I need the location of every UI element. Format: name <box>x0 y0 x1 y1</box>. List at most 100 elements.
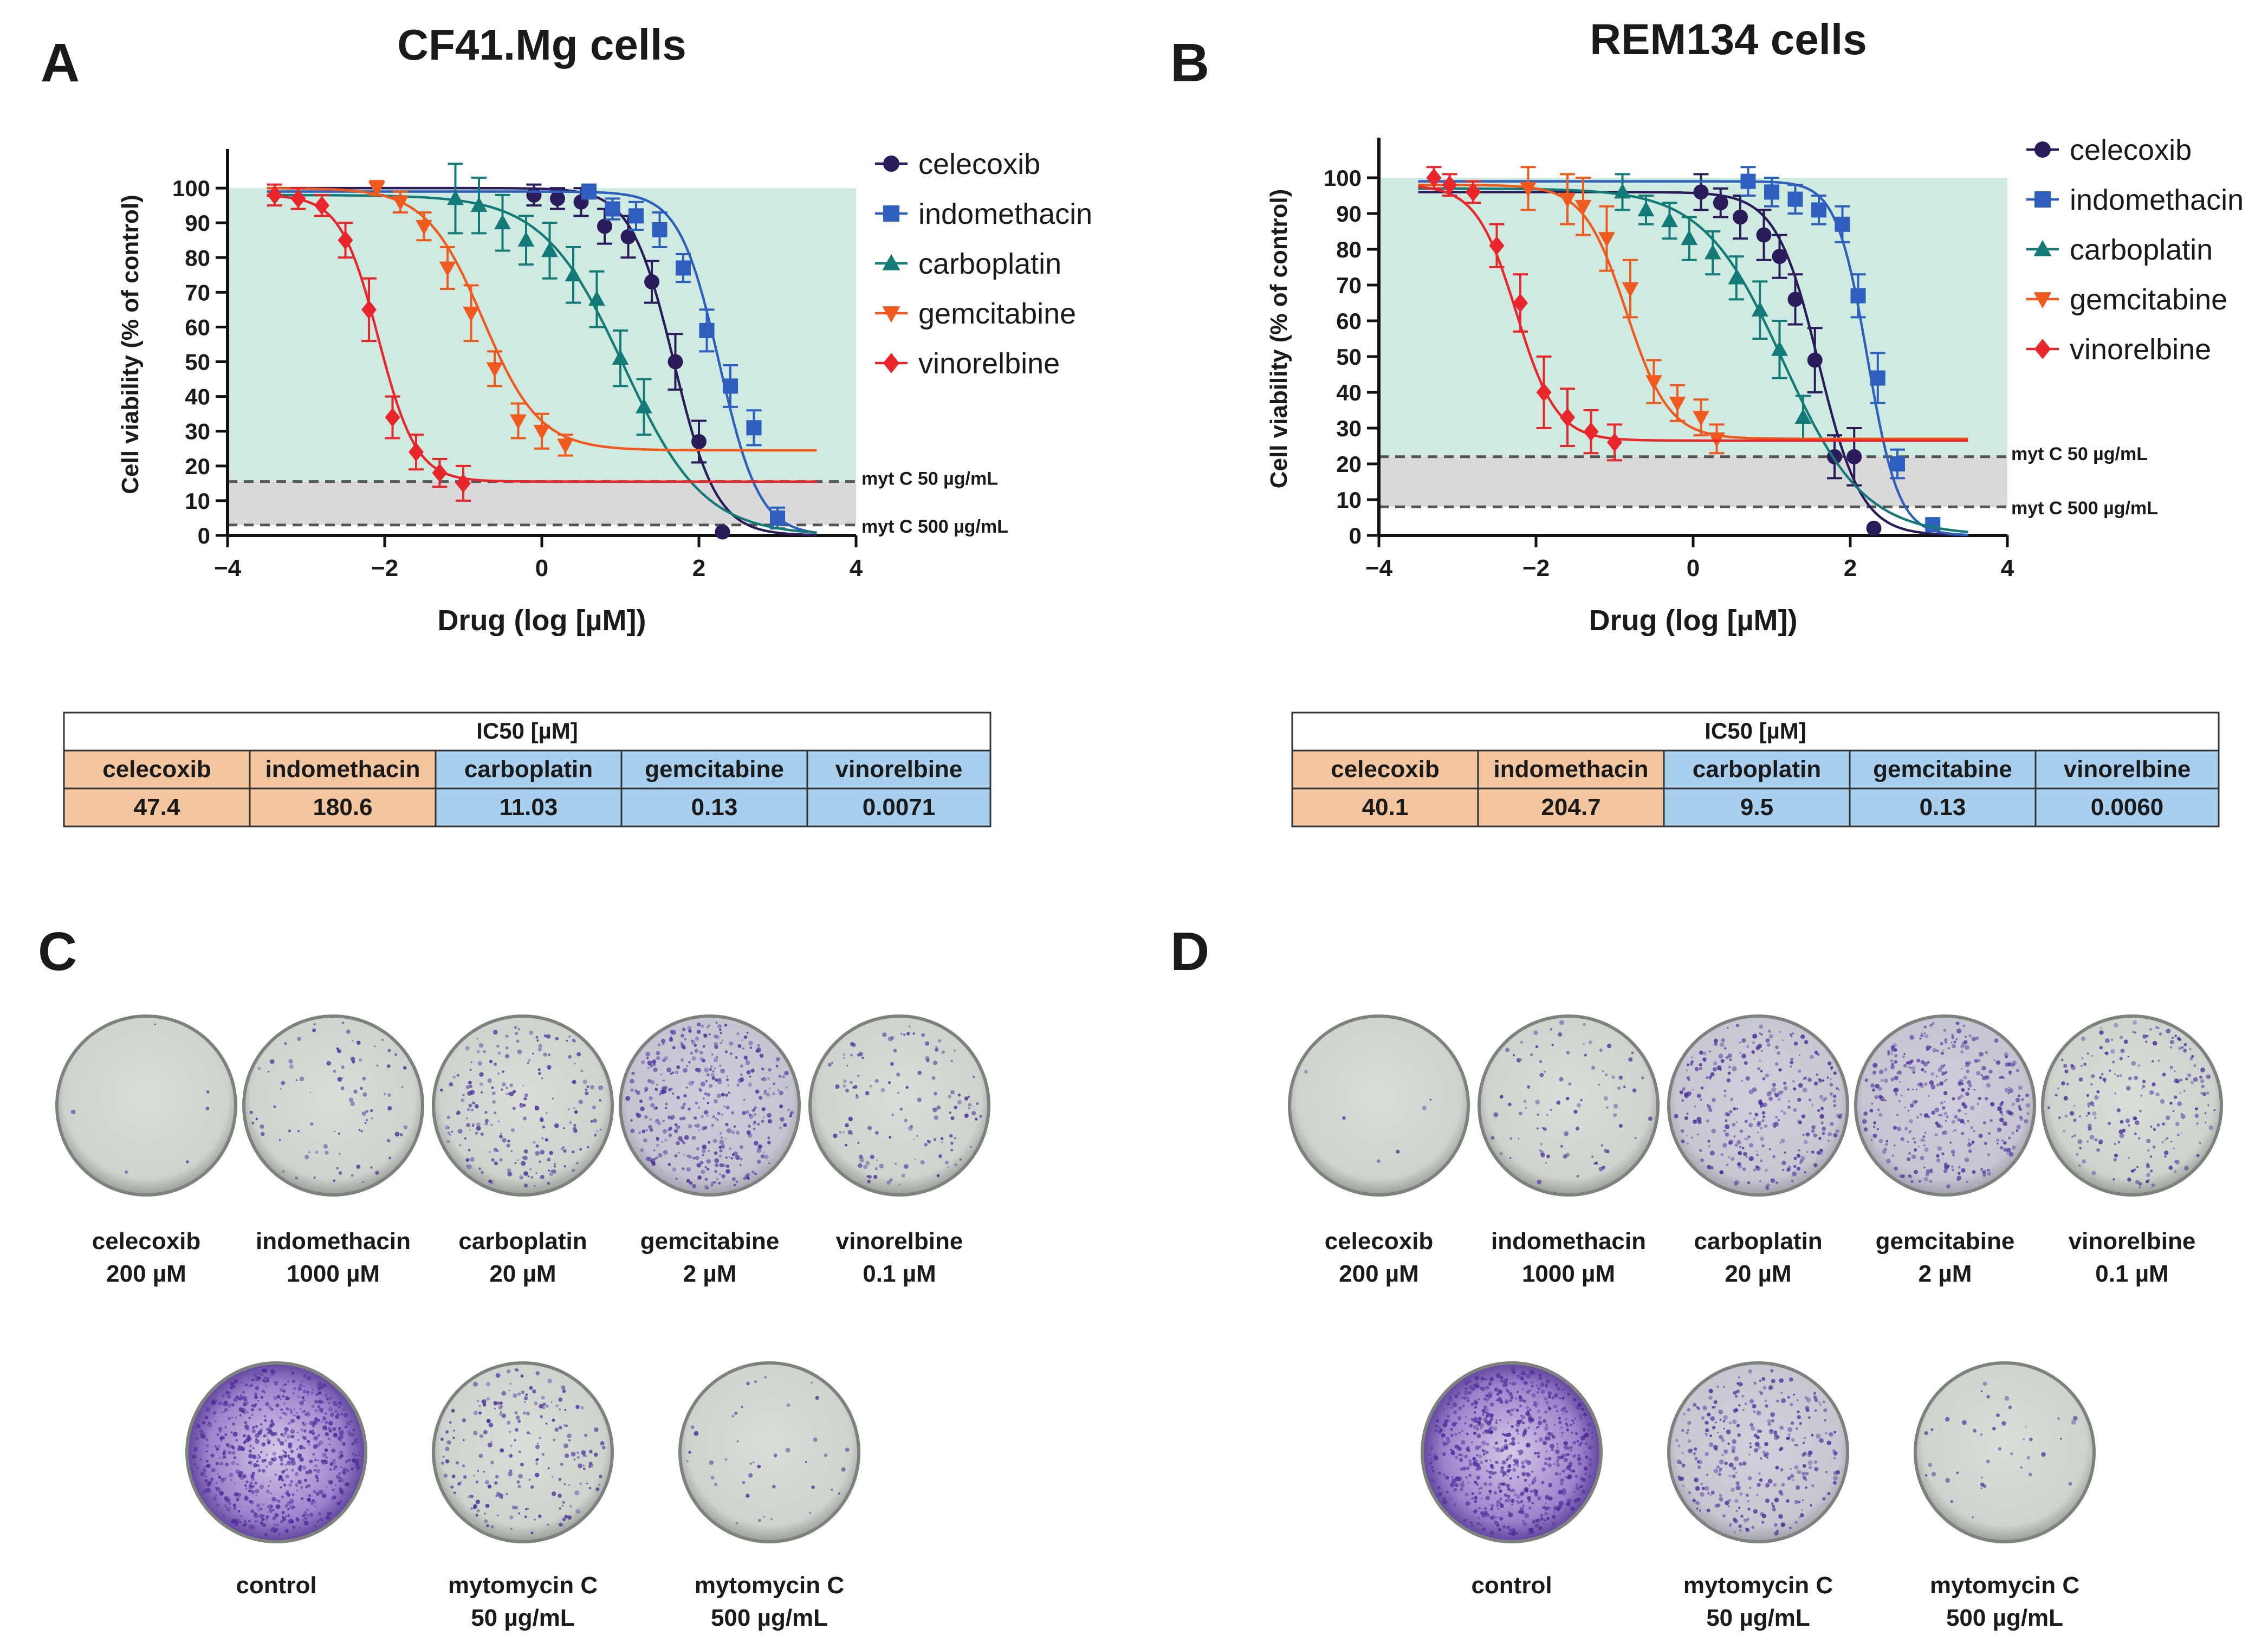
colony <box>1499 1516 1504 1521</box>
colony <box>568 1484 571 1486</box>
colony <box>1766 1186 1770 1190</box>
colony <box>578 1463 582 1469</box>
colony <box>1800 1159 1804 1163</box>
colony <box>1450 1449 1453 1451</box>
colony <box>1753 1168 1756 1172</box>
colony <box>1980 1433 1983 1436</box>
colony <box>1553 1424 1556 1426</box>
panel-letter-b: B <box>1170 33 1209 93</box>
colony <box>252 1426 255 1429</box>
table-header-label: vinorelbine <box>835 756 963 783</box>
table-value: 9.5 <box>1740 794 1773 820</box>
y-axis-label: Cell viability (% of control) <box>1266 189 1292 489</box>
colony <box>562 1501 565 1504</box>
colony <box>1507 1410 1511 1413</box>
colony <box>315 1492 320 1496</box>
colony <box>226 1394 231 1399</box>
table-header-cell <box>1477 749 1665 790</box>
colony <box>315 1436 317 1439</box>
colony <box>714 1181 716 1184</box>
colony <box>284 1383 287 1386</box>
colony <box>451 1475 456 1478</box>
colony <box>326 1456 328 1459</box>
colony <box>574 1490 580 1496</box>
data-point-indomethacin <box>1870 370 1885 386</box>
colony <box>257 1508 261 1511</box>
colony <box>593 1119 597 1123</box>
colony <box>1583 1023 1586 1026</box>
colony <box>1980 1074 1983 1076</box>
colony <box>519 1175 523 1180</box>
colony <box>278 1533 281 1535</box>
colony <box>257 1066 261 1070</box>
colony <box>1450 1451 1455 1456</box>
colony <box>1543 1441 1547 1445</box>
colony <box>2187 1073 2191 1077</box>
colony <box>125 1170 128 1174</box>
colony <box>244 1495 248 1498</box>
colony <box>579 1482 582 1485</box>
culture-plate <box>1291 1018 1467 1193</box>
colony <box>721 1113 723 1116</box>
colony <box>388 1156 391 1160</box>
colony <box>251 1404 255 1408</box>
colony <box>1554 1393 1558 1398</box>
colony <box>2008 1070 2012 1074</box>
colony <box>1588 1445 1593 1450</box>
colony <box>1722 1143 1727 1148</box>
colony <box>1755 1045 1760 1050</box>
colony <box>2110 1049 2115 1054</box>
colony <box>756 1091 759 1094</box>
colony <box>630 1079 634 1084</box>
colony <box>1754 1441 1760 1447</box>
colony <box>1708 1145 1710 1148</box>
colony <box>1556 1443 1559 1445</box>
colony <box>752 1461 755 1464</box>
colony <box>519 1450 521 1453</box>
data-point-celecoxib <box>668 354 683 370</box>
colony <box>1918 1180 1921 1183</box>
colony <box>280 1398 282 1400</box>
colony <box>576 1451 579 1454</box>
colony <box>694 1044 697 1047</box>
colony <box>200 1434 205 1439</box>
colony <box>1941 1071 1946 1076</box>
colony <box>1967 1120 1969 1122</box>
colony <box>273 1444 275 1446</box>
colony <box>2189 1048 2192 1051</box>
colony <box>1700 1086 1704 1090</box>
colony <box>301 1436 304 1439</box>
colony <box>1454 1394 1459 1399</box>
colony <box>1476 1454 1479 1457</box>
colony <box>1531 1385 1534 1388</box>
data-point-celecoxib <box>1693 184 1709 200</box>
colony <box>223 1451 226 1455</box>
colony <box>260 1124 264 1129</box>
colony <box>276 1380 278 1383</box>
colony <box>249 1484 253 1488</box>
colony <box>784 1071 789 1076</box>
colony <box>1560 1478 1564 1483</box>
colony <box>317 1459 319 1462</box>
colony <box>1531 1470 1533 1473</box>
colony <box>1489 1530 1494 1535</box>
colony <box>650 1103 655 1108</box>
colony <box>523 1155 528 1161</box>
colony <box>2028 1472 2032 1477</box>
colony <box>2147 1149 2150 1152</box>
colony <box>2150 1155 2152 1158</box>
colony <box>947 1166 950 1168</box>
colony <box>696 1123 700 1128</box>
colony <box>1884 1068 1888 1072</box>
colony <box>1720 1059 1725 1063</box>
colony <box>1814 1081 1818 1086</box>
data-point-vinorelbine <box>338 230 353 250</box>
colony <box>300 1486 303 1489</box>
colony <box>558 1478 562 1481</box>
colony <box>353 1460 356 1463</box>
colony <box>1443 1473 1446 1476</box>
colony <box>1509 1382 1512 1385</box>
colony <box>867 1126 872 1130</box>
colony <box>296 1431 299 1433</box>
